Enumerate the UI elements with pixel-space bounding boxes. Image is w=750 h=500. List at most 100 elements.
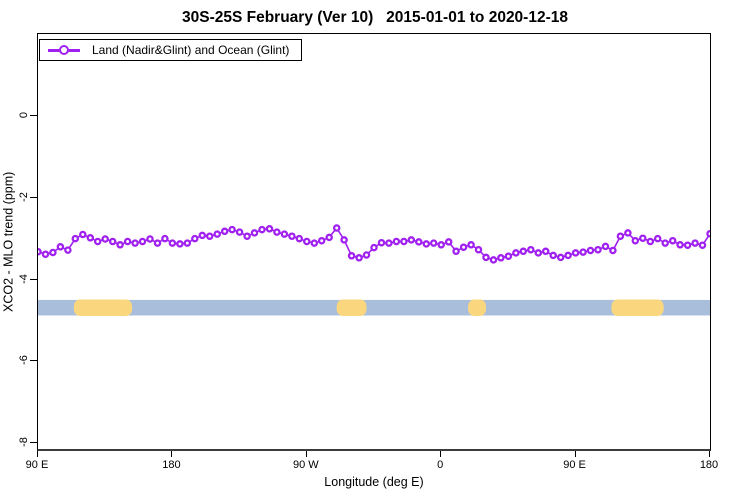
data-point-marker (400, 237, 408, 246)
data-point-marker (71, 234, 80, 243)
data-point-marker (168, 239, 177, 247)
data-point-marker (116, 241, 124, 249)
x-axis-tick (171, 451, 173, 457)
data-point-marker (325, 233, 333, 242)
y-axis-tick (30, 442, 37, 443)
data-point-marker (273, 228, 281, 236)
data-point-marker (571, 249, 580, 257)
data-point-marker (385, 239, 393, 247)
data-point-marker (609, 246, 617, 255)
data-point-marker (347, 252, 356, 260)
data-point-marker (377, 238, 386, 247)
data-point-marker (474, 245, 483, 254)
data-point-marker (422, 240, 431, 248)
data-point-marker (586, 246, 595, 255)
data-point-marker (556, 253, 565, 262)
data-point-marker (41, 250, 50, 258)
x-axis-tick-label: 180 (699, 459, 719, 471)
data-point-marker (429, 239, 438, 247)
data-point-marker (198, 231, 207, 240)
data-point-marker (504, 252, 513, 260)
legend-label: Land (Nadir&Glint) and Ocean (Glint) (92, 43, 290, 57)
data-point-marker (392, 237, 401, 246)
data-point-marker (49, 248, 57, 257)
data-point-marker (86, 234, 95, 242)
data-point-marker (631, 236, 640, 245)
x-axis-tick-label: 0 (437, 459, 444, 471)
surface-band-ocean (38, 299, 710, 316)
y-axis-tick (30, 196, 37, 198)
data-point-marker (93, 237, 102, 246)
data-point-marker (467, 241, 475, 249)
data-point-marker (691, 239, 699, 247)
y-axis-tick-label: -4 (18, 273, 30, 284)
data-point-marker (646, 237, 655, 246)
data-point-marker (676, 241, 684, 249)
data-point-marker (228, 225, 236, 234)
legend-line-marker-icon (48, 44, 80, 56)
data-point-marker (519, 247, 528, 256)
data-point-marker (243, 232, 251, 240)
surface-band-land-segment (611, 299, 664, 316)
data-point-marker (303, 237, 311, 246)
data-point-marker (79, 230, 87, 239)
y-axis-tick-label: 0 (18, 111, 30, 119)
data-point-marker (579, 248, 587, 256)
data-point-marker (183, 239, 192, 247)
data-point-marker (191, 234, 199, 243)
x-axis-tick-label: 90 W (292, 459, 319, 471)
data-point-marker (437, 241, 445, 249)
y-axis-tick (30, 115, 37, 116)
data-point-marker (205, 232, 214, 240)
data-point-marker (541, 247, 550, 256)
data-point-marker (295, 234, 304, 243)
data-point-marker (512, 249, 520, 257)
data-point-marker (38, 247, 42, 256)
data-point-marker (706, 229, 710, 238)
data-point-marker (444, 238, 453, 246)
surface-band-land-segment (73, 299, 133, 316)
data-point-marker (161, 234, 169, 243)
x-axis-tick (440, 451, 442, 457)
data-point-marker (668, 236, 677, 245)
data-point-marker (564, 251, 572, 260)
data-point-marker (176, 240, 184, 248)
data-point-marker (594, 245, 602, 254)
data-point-marker (64, 246, 72, 254)
surface-band-land-segment (468, 299, 486, 316)
data-point-marker (108, 237, 117, 246)
y-axis-tick-label: -8 (18, 437, 30, 447)
data-point-marker (407, 236, 416, 244)
data-point-marker (624, 229, 632, 237)
data-point-marker (138, 237, 147, 246)
data-point-marker (452, 247, 460, 256)
data-point-marker (534, 249, 543, 257)
data-point-marker (101, 235, 109, 243)
data-point-marker (288, 232, 296, 240)
data-point-marker (146, 235, 154, 243)
data-point-marker (220, 227, 229, 236)
data-point-marker (265, 225, 274, 233)
data-point-marker (489, 256, 498, 264)
data-point-marker (317, 236, 326, 245)
y-axis-tick-label: -6 (18, 355, 30, 366)
data-point-marker (482, 253, 490, 262)
data-point-marker (549, 251, 557, 260)
y-axis-tick (30, 278, 37, 280)
data-point-marker (213, 230, 221, 238)
data-point-marker (698, 241, 707, 249)
x-axis-tick-label: 180 (162, 459, 181, 471)
y-axis-label: XCO2 - MLO trend (ppm) (1, 171, 16, 313)
data-point-marker (258, 225, 266, 234)
x-axis-tick (37, 451, 38, 457)
data-point-marker (616, 232, 625, 240)
chart-canvas (38, 224, 710, 316)
data-point-marker (332, 224, 341, 232)
data-point-marker (661, 239, 669, 247)
data-point-marker (683, 241, 692, 249)
x-axis-tick (709, 451, 710, 457)
data-point-marker (370, 243, 378, 252)
x-axis-label: Longitude (deg E) (324, 475, 424, 489)
data-point-marker (131, 239, 139, 247)
